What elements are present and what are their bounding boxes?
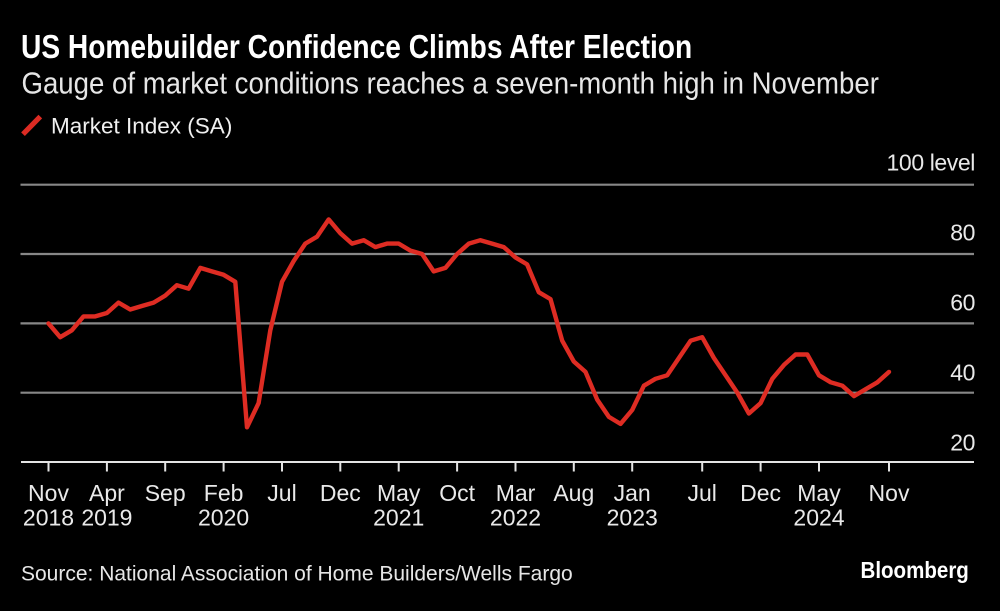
svg-text:Nov: Nov: [869, 480, 910, 506]
svg-text:Jul: Jul: [687, 480, 716, 506]
svg-text:Jan: Jan: [614, 480, 651, 506]
svg-text:Nov: Nov: [28, 480, 69, 506]
svg-text:20: 20: [950, 429, 975, 455]
svg-text:Dec: Dec: [320, 480, 361, 506]
svg-text:Feb: Feb: [204, 480, 244, 506]
svg-text:80: 80: [950, 220, 975, 246]
svg-text:2023: 2023: [607, 505, 658, 531]
svg-text:Oct: Oct: [439, 480, 475, 506]
svg-text:Sep: Sep: [145, 480, 186, 506]
svg-text:Dec: Dec: [740, 480, 781, 506]
svg-text:Apr: Apr: [89, 480, 125, 506]
svg-text:2019: 2019: [81, 505, 132, 531]
svg-text:40: 40: [950, 360, 975, 386]
svg-text:Bloomberg: Bloomberg: [861, 557, 969, 583]
svg-text:100 level: 100 level: [887, 149, 975, 175]
svg-text:Mar: Mar: [496, 480, 536, 506]
svg-text:May: May: [797, 480, 841, 506]
svg-text:US Homebuilder Confidence Clim: US Homebuilder Confidence Climbs After E…: [21, 29, 692, 66]
svg-text:2021: 2021: [373, 505, 424, 531]
svg-text:Gauge of market conditions rea: Gauge of market conditions reaches a sev…: [22, 67, 880, 101]
svg-text:May: May: [377, 480, 421, 506]
svg-text:60: 60: [950, 290, 975, 316]
svg-text:2024: 2024: [793, 505, 844, 531]
svg-text:Aug: Aug: [553, 480, 594, 506]
svg-text:2018: 2018: [23, 505, 74, 531]
svg-text:Source: National Association o: Source: National Association of Home Bui…: [21, 563, 573, 586]
svg-text:Jul: Jul: [267, 480, 296, 506]
svg-text:2020: 2020: [198, 505, 249, 531]
svg-text:2022: 2022: [490, 505, 541, 531]
svg-text:Market Index (SA): Market Index (SA): [51, 114, 232, 139]
